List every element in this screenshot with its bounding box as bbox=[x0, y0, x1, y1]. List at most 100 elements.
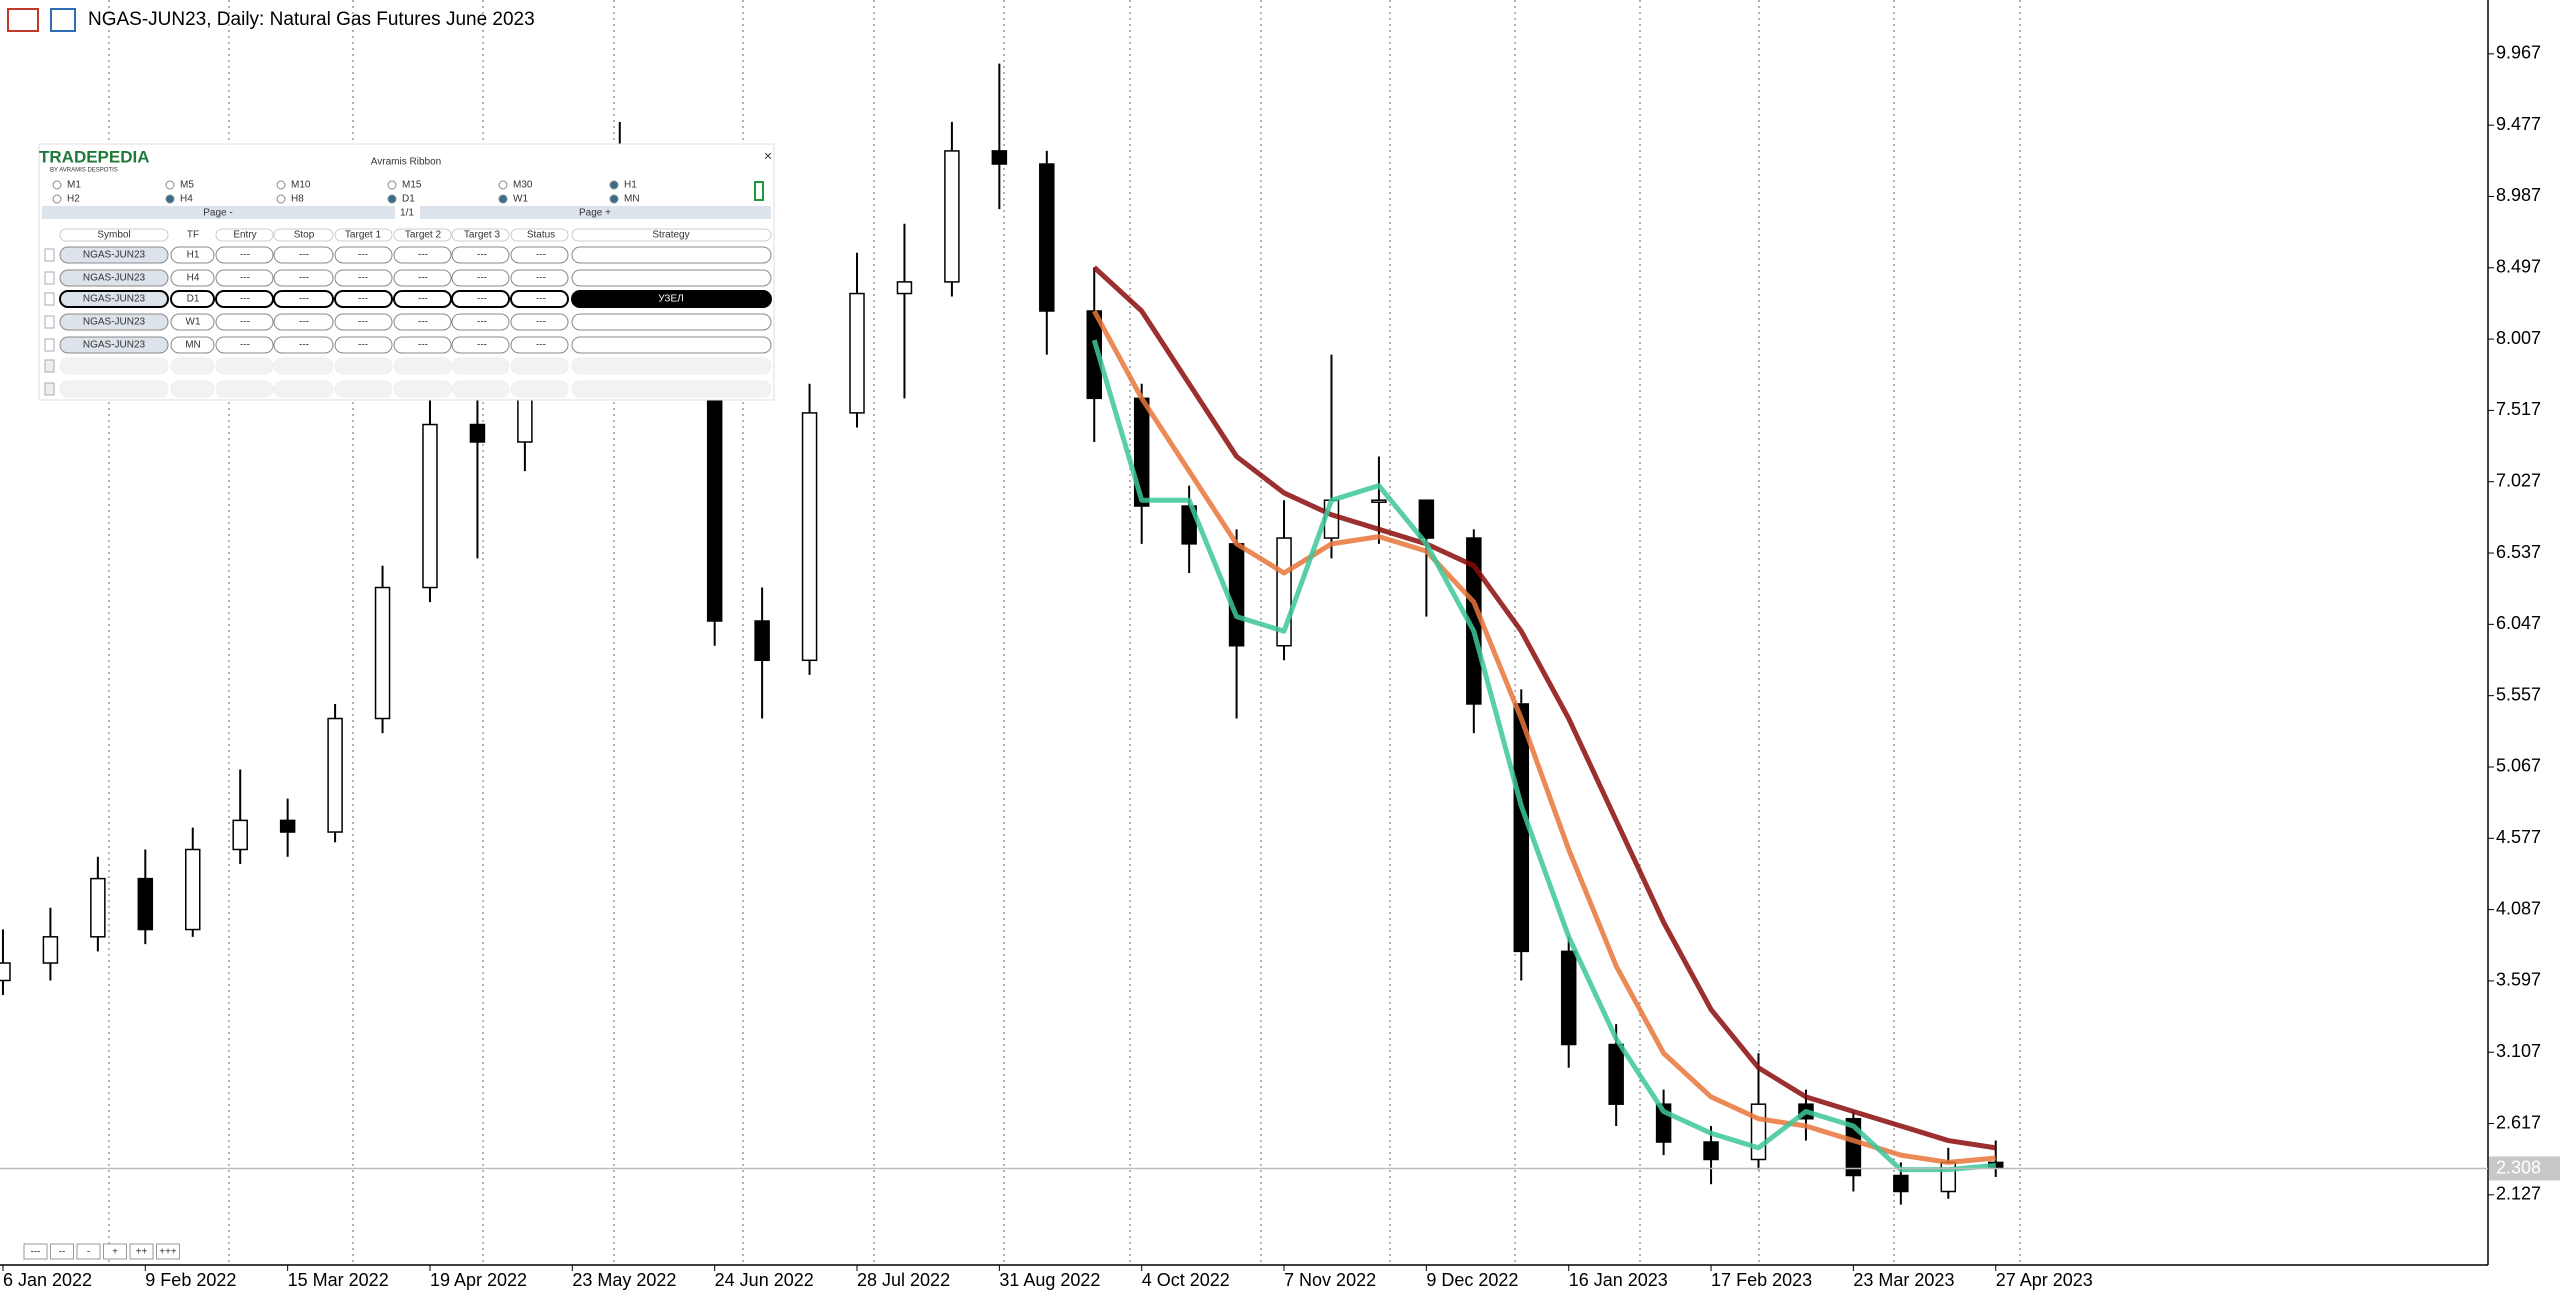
cell-box[interactable] bbox=[571, 269, 772, 287]
timeframe-radio[interactable] bbox=[276, 194, 286, 204]
row-icon[interactable] bbox=[44, 382, 55, 396]
cell-box bbox=[510, 380, 569, 398]
cell-box[interactable] bbox=[451, 290, 510, 308]
row-icon[interactable] bbox=[44, 248, 55, 262]
cell-box[interactable] bbox=[59, 290, 169, 308]
row-cell: --- bbox=[240, 294, 250, 305]
row-icon[interactable] bbox=[44, 271, 55, 285]
timeframe-radio[interactable] bbox=[498, 194, 508, 204]
cell-box[interactable] bbox=[170, 290, 215, 308]
ribbon-line bbox=[1092, 309, 1996, 1165]
icon-chart[interactable] bbox=[50, 8, 76, 32]
timeframe-radio[interactable] bbox=[52, 180, 62, 190]
cell-box[interactable] bbox=[393, 246, 452, 264]
cell-box[interactable] bbox=[273, 313, 334, 331]
cell-box[interactable] bbox=[451, 246, 510, 264]
zoom-button[interactable] bbox=[23, 1243, 48, 1260]
y-tick-label: 8.497 bbox=[2496, 257, 2541, 277]
candle-body bbox=[1371, 499, 1387, 503]
cell-box[interactable] bbox=[510, 336, 569, 354]
row-icon[interactable] bbox=[44, 338, 55, 352]
timeframe-radio[interactable] bbox=[387, 180, 397, 190]
cell-box[interactable] bbox=[451, 269, 510, 287]
panel-close[interactable]: × bbox=[764, 148, 772, 164]
candle-body bbox=[422, 423, 438, 589]
ribbon-line bbox=[1091, 339, 1996, 1173]
cell-box[interactable] bbox=[170, 269, 215, 287]
zoom-button[interactable] bbox=[76, 1243, 101, 1260]
cell-box[interactable] bbox=[510, 246, 569, 264]
cell-box[interactable] bbox=[170, 313, 215, 331]
page-prev-button[interactable] bbox=[42, 206, 395, 219]
cell-box[interactable] bbox=[571, 336, 772, 354]
timeframe-radio[interactable] bbox=[52, 194, 62, 204]
cell-box[interactable] bbox=[571, 313, 772, 331]
timeframe-radio[interactable] bbox=[609, 180, 619, 190]
cell-box[interactable] bbox=[571, 246, 772, 264]
timeframe-radio[interactable] bbox=[387, 194, 397, 204]
timeframe-radio[interactable] bbox=[609, 194, 619, 204]
cell-box[interactable] bbox=[215, 336, 274, 354]
timeframe-radio[interactable] bbox=[276, 180, 286, 190]
row-icon[interactable] bbox=[44, 359, 55, 373]
candle-body bbox=[1845, 1117, 1862, 1177]
row-cell: --- bbox=[418, 340, 428, 351]
y-tick-label: 9.967 bbox=[2496, 43, 2541, 63]
cell-box[interactable] bbox=[59, 313, 169, 331]
column-header: Target 1 bbox=[345, 230, 382, 241]
cell-box[interactable] bbox=[215, 246, 274, 264]
panel-logo: TRADEPEDIA bbox=[39, 147, 150, 166]
zoom-button[interactable] bbox=[103, 1243, 127, 1260]
timeframe-label: H8 bbox=[291, 194, 304, 205]
cell-box[interactable] bbox=[59, 269, 169, 287]
cell-box[interactable] bbox=[334, 336, 393, 354]
cell-box[interactable] bbox=[59, 246, 169, 264]
cell-box[interactable] bbox=[215, 313, 274, 331]
column-header-box bbox=[334, 228, 393, 242]
cell-box[interactable] bbox=[393, 336, 452, 354]
cell-box[interactable] bbox=[451, 336, 510, 354]
y-tick-label: 6.047 bbox=[2496, 613, 2541, 633]
cell-box bbox=[170, 380, 215, 398]
zoom-button[interactable] bbox=[50, 1243, 74, 1260]
x-tick-label: 16 Jan 2023 bbox=[1569, 1270, 1668, 1290]
timeframe-radio[interactable] bbox=[165, 180, 175, 190]
cell-box[interactable] bbox=[273, 336, 334, 354]
cell-box[interactable] bbox=[571, 290, 772, 308]
row-tf: D1 bbox=[187, 294, 200, 305]
cell-box[interactable] bbox=[215, 269, 274, 287]
cell-box[interactable] bbox=[393, 269, 452, 287]
cell-box[interactable] bbox=[334, 290, 393, 308]
y-tick-label: 8.007 bbox=[2496, 328, 2541, 348]
row-icon[interactable] bbox=[44, 292, 55, 306]
zoom-button[interactable] bbox=[129, 1243, 154, 1260]
zoom-button-label: ++ bbox=[136, 1247, 148, 1258]
column-header-box bbox=[273, 228, 334, 242]
candle-body bbox=[90, 877, 106, 938]
cell-box[interactable] bbox=[273, 269, 334, 287]
cell-box[interactable] bbox=[451, 313, 510, 331]
zoom-button-label: - bbox=[87, 1247, 90, 1258]
y-tick-label: 2.127 bbox=[2496, 1184, 2541, 1204]
cell-box[interactable] bbox=[170, 246, 215, 264]
column-header: Strategy bbox=[652, 230, 689, 241]
column-header: Stop bbox=[294, 230, 315, 241]
cell-box[interactable] bbox=[510, 313, 569, 331]
cell-box[interactable] bbox=[393, 313, 452, 331]
timeframe-radio[interactable] bbox=[165, 194, 175, 204]
cell-box[interactable] bbox=[170, 336, 215, 354]
cell-box[interactable] bbox=[334, 313, 393, 331]
cell-box[interactable] bbox=[510, 290, 569, 308]
zoom-button[interactable] bbox=[156, 1243, 180, 1260]
cell-box[interactable] bbox=[334, 269, 393, 287]
icon-menu[interactable] bbox=[7, 8, 39, 32]
cell-box[interactable] bbox=[273, 246, 334, 264]
page-next-button[interactable] bbox=[420, 206, 771, 219]
cell-box[interactable] bbox=[59, 336, 169, 354]
cell-box[interactable] bbox=[273, 290, 334, 308]
row-icon[interactable] bbox=[44, 315, 55, 329]
cell-box[interactable] bbox=[510, 269, 569, 287]
timeframe-radio[interactable] bbox=[498, 180, 508, 190]
cell-box[interactable] bbox=[334, 246, 393, 264]
